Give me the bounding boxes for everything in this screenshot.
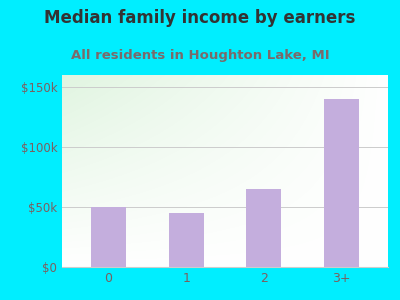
Bar: [169, 213, 204, 267]
Bar: [246, 189, 281, 267]
Bar: [324, 99, 359, 267]
Text: Median family income by earners: Median family income by earners: [44, 9, 356, 27]
Bar: [91, 207, 126, 267]
Text: All residents in Houghton Lake, MI: All residents in Houghton Lake, MI: [71, 50, 329, 62]
